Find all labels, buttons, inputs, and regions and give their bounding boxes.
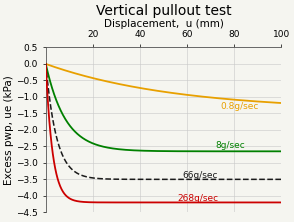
Y-axis label: Excess pwp, ue (kPa): Excess pwp, ue (kPa) <box>4 75 14 185</box>
X-axis label: Displacement,  u (mm): Displacement, u (mm) <box>103 19 223 29</box>
Text: 268g/sec: 268g/sec <box>178 194 219 203</box>
Text: 8g/sec: 8g/sec <box>215 141 245 150</box>
Title: Vertical pullout test: Vertical pullout test <box>96 4 231 18</box>
Text: 0.8g/sec: 0.8g/sec <box>220 102 258 111</box>
Text: 66g/sec: 66g/sec <box>182 171 218 180</box>
